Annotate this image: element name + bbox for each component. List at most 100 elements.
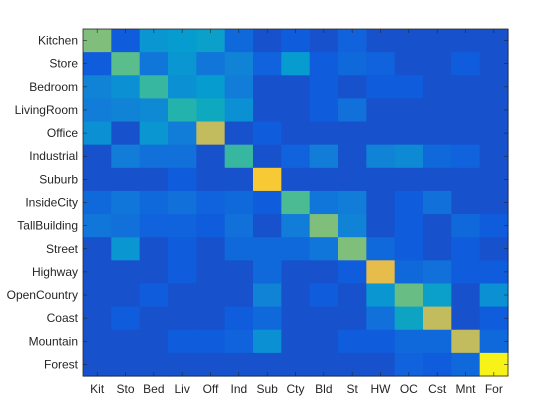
column-label-Mnt: Mnt — [455, 382, 476, 396]
column-label-OC: OC — [400, 382, 418, 396]
column-label-Kit: Kit — [90, 382, 105, 396]
heatmap-cell-Industrial-Bld — [309, 144, 339, 169]
heatmap-cell-Street-Off — [196, 237, 226, 261]
heatmap-cell-LivingRoom-Sto — [111, 98, 141, 123]
heatmap-cell-Street-Mnt — [451, 237, 481, 261]
heatmap-cell-Kitchen-HW — [366, 29, 396, 53]
heatmap-cell-Coast-Sub — [253, 306, 282, 331]
heatmap-cell-TallBuilding-Bed — [139, 214, 169, 238]
heatmap-cell-Coast-Sto — [111, 306, 141, 331]
heatmap-cell-Office-Sto — [111, 121, 141, 146]
heatmap-cell-Kitchen-Bld — [309, 29, 339, 53]
heatmap-cell-Office-Ind — [224, 121, 254, 146]
heatmap-cell-Office-Bld — [309, 121, 339, 146]
heatmap-cell-Coast-St — [338, 306, 367, 331]
heatmap-cell-Suburb-Ind — [224, 167, 254, 192]
heatmap-cell-Bedroom-Ind — [224, 75, 254, 99]
heatmap-cell-Highway-HW — [366, 260, 396, 285]
heatmap-cell-Street-OC — [394, 237, 424, 261]
heatmap-cell-Coast-HW — [366, 306, 396, 331]
heatmap-cell-Industrial-Mnt — [451, 144, 481, 169]
heatmap-cell-Suburb-Mnt — [451, 167, 481, 192]
heatmap-cell-Suburb-For — [479, 167, 509, 192]
heatmap-cell-Suburb-HW — [366, 167, 396, 192]
heatmap-cell-Highway-Bed — [139, 260, 169, 285]
heatmap-cell-Office-Bed — [139, 121, 169, 146]
heatmap-cell-Bedroom-Sub — [253, 75, 282, 99]
heatmap-cell-Industrial-Sub — [253, 144, 282, 169]
heatmap-cell-Store-Bed — [139, 52, 169, 76]
heatmap-cell-Store-Sto — [111, 52, 141, 76]
heatmap-cell-TallBuilding-Cst — [423, 214, 452, 238]
heatmap-cell-Office-HW — [366, 121, 396, 146]
heatmap-cell-OpenCountry-Mnt — [451, 283, 481, 308]
heatmap-cell-Coast-Bld — [309, 306, 339, 331]
heatmap-cell-Street-Kit — [83, 237, 112, 261]
heatmap-cell-Industrial-Off — [196, 144, 226, 169]
heatmap-cell-InsideCity-Liv — [168, 190, 197, 215]
heatmap-cell-InsideCity-Off — [196, 190, 226, 215]
heatmap-cell-Coast-OC — [394, 306, 424, 331]
heatmap-cell-Suburb-Bed — [139, 167, 169, 192]
heatmap-cell-Forest-St — [338, 352, 367, 377]
heatmap-cell-Bedroom-Off — [196, 75, 226, 99]
heatmap-cell-Bedroom-Bld — [309, 75, 339, 99]
row-label-Store: Store — [49, 57, 78, 71]
heatmap-cell-Kitchen-OC — [394, 29, 424, 53]
heatmap-cell-Forest-OC — [394, 352, 424, 377]
heatmap-cell-Store-For — [479, 52, 509, 76]
heatmap-cell-Store-Sub — [253, 52, 282, 76]
heatmap-cell-Highway-Off — [196, 260, 226, 285]
column-label-Bld: Bld — [315, 382, 332, 396]
heatmap-cell-Industrial-Sto — [111, 144, 141, 169]
heatmap-cell-Store-Cst — [423, 52, 452, 76]
heatmap-cell-Kitchen-Sto — [111, 29, 141, 53]
column-label-Liv: Liv — [174, 382, 189, 396]
heatmap-cell-Office-Off — [196, 121, 226, 146]
heatmap-cell-Industrial-Kit — [83, 144, 112, 169]
row-label-OpenCountry: OpenCountry — [7, 288, 78, 302]
heatmap-cell-Suburb-Cst — [423, 167, 452, 192]
heatmap-cell-Industrial-HW — [366, 144, 396, 169]
heatmap-cell-Kitchen-For — [479, 29, 509, 53]
heatmap-cell-Industrial-For — [479, 144, 509, 169]
heatmap-cell-Industrial-St — [338, 144, 367, 169]
row-label-Bedroom: Bedroom — [29, 80, 78, 94]
heatmap-cell-OpenCountry-Bld — [309, 283, 339, 308]
heatmap-cell-TallBuilding-St — [338, 214, 367, 238]
heatmap-cell-Coast-Kit — [83, 306, 112, 331]
heatmap-cell-Forest-Ind — [224, 352, 254, 377]
heatmap-cell-TallBuilding-HW — [366, 214, 396, 238]
heatmap-cell-Bedroom-Cty — [281, 75, 311, 99]
heatmap-cell-Bedroom-Kit — [83, 75, 112, 99]
row-label-Kitchen: Kitchen — [38, 34, 78, 48]
row-tick-labels: Kitchen Store Bedroom LivingRoom Office Indus… — [7, 34, 79, 372]
heatmap-cell-Store-Bld — [309, 52, 339, 76]
heatmap-cell-Suburb-Kit — [83, 167, 112, 192]
heatmap-cell-Forest-Kit — [83, 352, 112, 377]
heatmap-cell-Forest-HW — [366, 352, 396, 377]
heatmap-cell-Bedroom-Liv — [168, 75, 197, 99]
heatmap-cell-Highway-Ind — [224, 260, 254, 285]
heatmap-cell-Mountain-Sub — [253, 329, 282, 354]
heatmap-cell-Street-Sto — [111, 237, 141, 261]
row-label-Highway: Highway — [32, 265, 78, 279]
heatmap-cell-Bedroom-St — [338, 75, 367, 99]
column-tick-labels: Kit Sto Bed Liv Off Ind Sub Cty Bld St HW OC Cst Mnt F… — [90, 382, 503, 396]
column-label-Cst: Cst — [428, 382, 447, 396]
heatmap-cell-Store-Kit — [83, 52, 112, 76]
heatmap-cell-Highway-Cst — [423, 260, 452, 285]
row-label-TallBuilding: TallBuilding — [17, 219, 78, 233]
heatmap-cell-Kitchen-Bed — [139, 29, 169, 53]
heatmap-cells — [83, 29, 509, 377]
heatmap-cell-Kitchen-Kit — [83, 29, 112, 53]
heatmap-cell-Store-Ind — [224, 52, 254, 76]
heatmap-cell-Highway-Mnt — [451, 260, 481, 285]
tick-marks — [83, 29, 508, 376]
row-label-Coast: Coast — [47, 311, 79, 325]
heatmap-cell-Coast-Mnt — [451, 306, 481, 331]
heatmap-cell-Coast-Off — [196, 306, 226, 331]
heatmap-cell-Suburb-Sub — [253, 167, 282, 192]
